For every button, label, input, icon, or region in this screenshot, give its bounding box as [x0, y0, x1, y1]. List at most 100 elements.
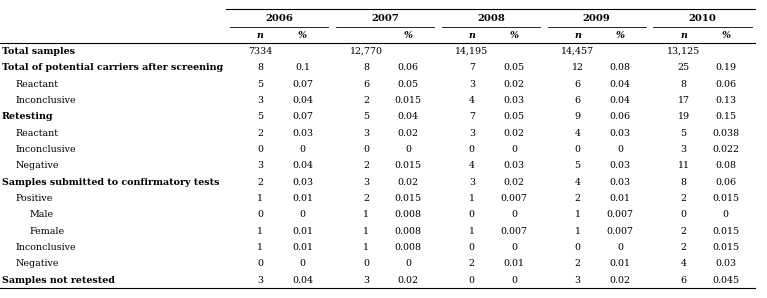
Text: 0: 0	[299, 260, 305, 268]
Text: 4: 4	[574, 178, 581, 187]
Text: Total of potential carriers after screening: Total of potential carriers after screen…	[2, 63, 222, 72]
Text: 0.05: 0.05	[504, 63, 525, 72]
Text: 2: 2	[363, 96, 369, 105]
Text: 0: 0	[299, 210, 305, 219]
Text: 0.02: 0.02	[610, 276, 630, 285]
Text: 0: 0	[469, 145, 475, 154]
Text: Reactant: Reactant	[15, 80, 58, 89]
Text: Negative: Negative	[15, 162, 59, 170]
Text: 11: 11	[677, 162, 690, 170]
Text: 0.07: 0.07	[292, 112, 313, 121]
Text: 0.02: 0.02	[504, 178, 525, 187]
Text: 2008: 2008	[477, 14, 505, 23]
Text: 0.08: 0.08	[610, 63, 630, 72]
Text: 2: 2	[363, 194, 369, 203]
Text: 0.05: 0.05	[504, 112, 525, 121]
Text: 3: 3	[257, 162, 263, 170]
Text: 3: 3	[363, 276, 369, 285]
Text: 0.015: 0.015	[395, 194, 422, 203]
Text: 0: 0	[299, 145, 305, 154]
Text: 0.15: 0.15	[716, 112, 736, 121]
Text: 0: 0	[574, 145, 581, 154]
Text: 0.06: 0.06	[716, 178, 736, 187]
Text: 0: 0	[511, 276, 517, 285]
Text: 0: 0	[511, 145, 517, 154]
Text: Inconclusive: Inconclusive	[15, 243, 76, 252]
Text: 14,195: 14,195	[455, 47, 489, 56]
Text: 6: 6	[574, 96, 581, 105]
Text: 3: 3	[469, 178, 475, 187]
Text: 6: 6	[574, 80, 581, 89]
Text: 2009: 2009	[583, 14, 611, 23]
Text: 0.01: 0.01	[504, 260, 525, 268]
Text: 0: 0	[363, 260, 369, 268]
Text: 7334: 7334	[248, 47, 272, 56]
Text: 0.03: 0.03	[610, 162, 630, 170]
Text: %: %	[509, 31, 518, 40]
Text: 0.08: 0.08	[716, 162, 736, 170]
Text: 1: 1	[469, 194, 475, 203]
Text: 0.04: 0.04	[292, 162, 313, 170]
Text: 5: 5	[257, 80, 263, 89]
Text: 12,770: 12,770	[350, 47, 383, 56]
Text: 0.06: 0.06	[398, 63, 419, 72]
Text: 2: 2	[680, 243, 686, 252]
Text: 4: 4	[680, 260, 686, 268]
Text: 0.07: 0.07	[292, 80, 313, 89]
Text: 0.04: 0.04	[292, 96, 313, 105]
Text: %: %	[615, 31, 624, 40]
Text: 6: 6	[363, 80, 369, 89]
Text: 3: 3	[680, 145, 686, 154]
Text: 0.02: 0.02	[398, 129, 419, 138]
Text: 0: 0	[574, 243, 581, 252]
Text: 1: 1	[363, 227, 369, 236]
Text: 0.015: 0.015	[713, 227, 739, 236]
Text: 0.015: 0.015	[713, 194, 739, 203]
Text: 0.015: 0.015	[395, 162, 422, 170]
Text: Male: Male	[29, 210, 53, 219]
Text: 8: 8	[363, 63, 369, 72]
Text: 0.03: 0.03	[610, 178, 630, 187]
Text: 2007: 2007	[371, 14, 399, 23]
Text: 0.19: 0.19	[716, 63, 736, 72]
Text: Retesting: Retesting	[2, 112, 53, 121]
Text: 1: 1	[574, 227, 581, 236]
Text: 1: 1	[469, 227, 475, 236]
Text: 3: 3	[257, 276, 263, 285]
Text: 0.03: 0.03	[292, 129, 313, 138]
Text: 0.008: 0.008	[395, 243, 422, 252]
Text: %: %	[403, 31, 413, 40]
Text: 2006: 2006	[265, 14, 293, 23]
Text: 12: 12	[571, 63, 584, 72]
Text: %: %	[298, 31, 307, 40]
Text: 2: 2	[680, 194, 686, 203]
Text: 0.01: 0.01	[292, 194, 313, 203]
Text: 2: 2	[574, 260, 581, 268]
Text: 2: 2	[469, 260, 475, 268]
Text: 0.03: 0.03	[504, 162, 525, 170]
Text: 0: 0	[511, 210, 517, 219]
Text: 5: 5	[257, 112, 263, 121]
Text: 1: 1	[574, 210, 581, 219]
Text: 8: 8	[680, 80, 686, 89]
Text: 0.02: 0.02	[504, 80, 525, 89]
Text: 3: 3	[469, 80, 475, 89]
Text: 2: 2	[257, 129, 263, 138]
Text: 4: 4	[574, 129, 581, 138]
Text: n: n	[680, 31, 687, 40]
Text: 0: 0	[257, 260, 263, 268]
Text: 0.1: 0.1	[295, 63, 310, 72]
Text: 0.02: 0.02	[398, 178, 419, 187]
Text: Female: Female	[29, 227, 64, 236]
Text: 2: 2	[680, 227, 686, 236]
Text: Positive: Positive	[15, 194, 53, 203]
Text: 8: 8	[257, 63, 263, 72]
Text: 0: 0	[511, 243, 517, 252]
Text: 5: 5	[363, 112, 369, 121]
Text: 3: 3	[469, 129, 475, 138]
Text: 0: 0	[617, 145, 623, 154]
Text: 0.008: 0.008	[395, 227, 422, 236]
Text: 3: 3	[574, 276, 581, 285]
Text: 25: 25	[677, 63, 690, 72]
Text: Total samples: Total samples	[2, 47, 74, 56]
